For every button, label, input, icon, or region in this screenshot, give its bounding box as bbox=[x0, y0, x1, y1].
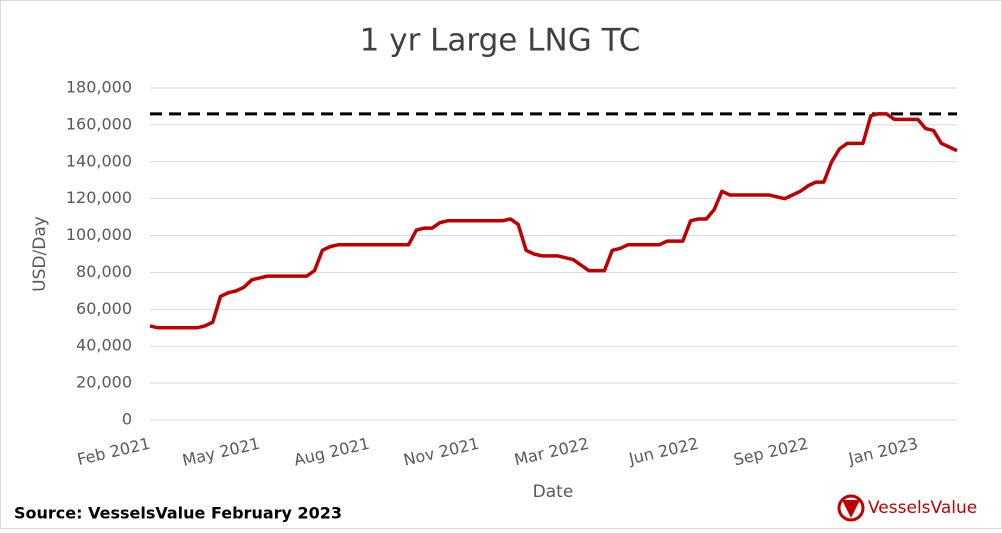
y-tick-label: 60,000 bbox=[76, 299, 132, 318]
y-tick-label: 40,000 bbox=[76, 336, 132, 355]
y-tick-label: 20,000 bbox=[76, 373, 132, 392]
y-tick-label: 180,000 bbox=[66, 78, 132, 97]
chart-title: 1 yr Large LNG TC bbox=[360, 23, 641, 59]
y-tick-label: 0 bbox=[122, 410, 132, 429]
logo-icon bbox=[842, 500, 860, 518]
logo-ring bbox=[837, 494, 865, 522]
y-tick-label: 80,000 bbox=[76, 262, 132, 281]
logo-text: VesselsValue bbox=[868, 498, 977, 518]
y-tick-label: 160,000 bbox=[66, 114, 132, 133]
y-tick-label: 100,000 bbox=[66, 225, 132, 244]
logo: VesselsValue bbox=[837, 494, 977, 522]
series-line bbox=[149, 112, 958, 330]
y-tick-label: 120,000 bbox=[66, 188, 132, 207]
y-axis-label: USD/Day bbox=[30, 216, 50, 292]
source-note: Source: VesselsValue February 2023 bbox=[14, 504, 342, 523]
x-axis-label: Date bbox=[533, 482, 574, 502]
y-tick-label: 140,000 bbox=[66, 151, 132, 170]
